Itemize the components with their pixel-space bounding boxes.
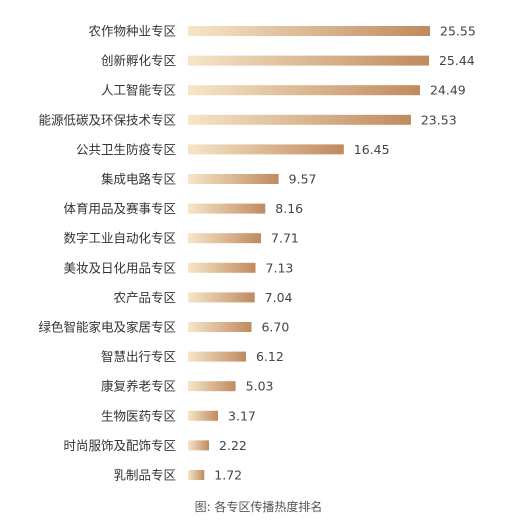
- bar: [188, 144, 344, 155]
- value-label: 7.71: [271, 231, 299, 246]
- value-label: 25.55: [440, 24, 476, 39]
- value-label: 7.13: [266, 260, 294, 275]
- category-label: 生物医药专区: [101, 408, 176, 423]
- category-label: 农产品专区: [113, 290, 176, 305]
- value-label: 5.03: [246, 379, 274, 394]
- category-label: 绿色智能家电及家居专区: [38, 320, 176, 335]
- bar: [188, 262, 256, 273]
- bar: [188, 322, 252, 332]
- value-label: 2.22: [219, 438, 247, 453]
- value-label: 23.53: [421, 112, 457, 127]
- category-label: 公共卫生防疫专区: [76, 142, 176, 157]
- category-label: 时尚服饰及配饰专区: [63, 438, 176, 453]
- value-label: 8.16: [275, 201, 303, 216]
- bar: [188, 351, 246, 362]
- bar: [188, 410, 218, 421]
- bar: [188, 233, 261, 244]
- value-label: 24.49: [430, 83, 466, 98]
- bar: [188, 203, 266, 214]
- bar: [188, 292, 255, 303]
- bar: [188, 440, 209, 451]
- category-label: 体育用品及赛事专区: [63, 201, 176, 216]
- bar: [188, 26, 430, 36]
- value-label: 9.57: [289, 172, 317, 187]
- category-label: 美妆及日化用品专区: [63, 260, 176, 275]
- value-label: 16.45: [354, 142, 390, 157]
- value-label: 3.17: [228, 408, 256, 423]
- category-label: 数字工业自动化专区: [63, 231, 176, 246]
- bar: [188, 174, 279, 184]
- value-label: 6.70: [261, 320, 289, 335]
- category-label: 创新孵化专区: [101, 53, 176, 68]
- bar: [188, 114, 411, 125]
- category-label: 智慧出行专区: [101, 349, 176, 364]
- category-label: 人工智能专区: [101, 83, 176, 98]
- bar: [188, 470, 205, 480]
- category-label: 农作物种业专区: [88, 24, 176, 39]
- value-label: 7.04: [265, 290, 293, 305]
- value-label: 25.44: [439, 53, 475, 68]
- category-label: 乳制品专区: [113, 468, 176, 483]
- category-label: 康复养老专区: [101, 379, 176, 394]
- category-label: 能源低碳及环保技术专区: [38, 112, 176, 127]
- bar: [188, 381, 236, 392]
- bar: [188, 55, 429, 66]
- value-label: 1.72: [214, 468, 242, 483]
- category-label: 集成电路专区: [101, 172, 176, 187]
- bar: [188, 85, 420, 96]
- value-label: 6.12: [256, 349, 284, 364]
- chart-caption: 图: 各专区传播热度排名: [194, 500, 323, 514]
